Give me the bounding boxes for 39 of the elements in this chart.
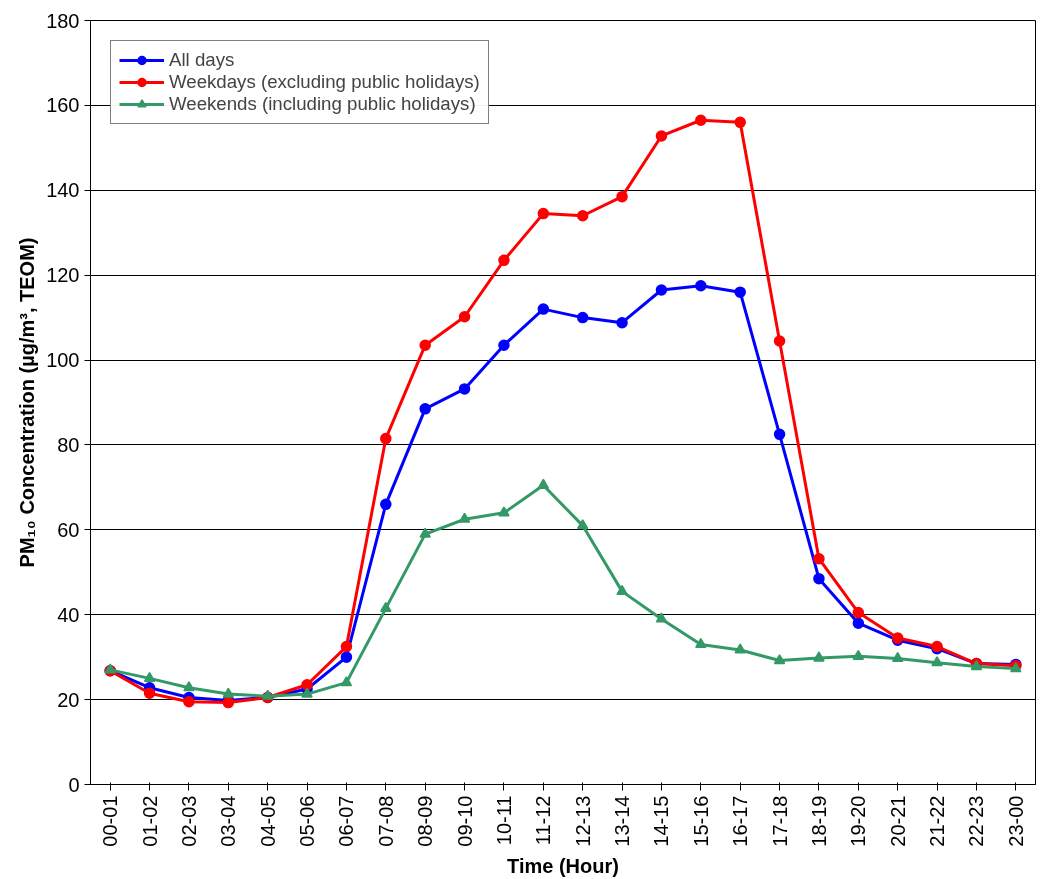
- x-tick-label: 20-21: [886, 795, 909, 847]
- y-tick-label: 20: [57, 688, 80, 711]
- x-tick-label: 08-09: [414, 795, 437, 847]
- legend-label: Weekdays (excluding public holidays): [169, 71, 480, 93]
- y-tick-label: 0: [68, 773, 80, 796]
- x-tick-label: 11-12: [532, 795, 555, 846]
- y-tick-label: 120: [46, 264, 80, 287]
- y-tick-label: 140: [46, 179, 80, 202]
- x-tick-label: 23-00: [1004, 795, 1027, 847]
- x-tick-label: 16-17: [729, 795, 752, 847]
- x-tick-label: 14-15: [650, 795, 673, 847]
- x-tick-label: 17-18: [768, 795, 791, 847]
- x-tick-label: 03-04: [217, 795, 240, 847]
- y-tick-label: 180: [46, 9, 80, 32]
- x-tick-label: 02-03: [177, 795, 200, 847]
- y-tick-label: 100: [46, 349, 80, 372]
- y-tick-label: 160: [46, 94, 80, 117]
- x-tick-label: 21-22: [926, 795, 949, 847]
- x-tick-label: 00-01: [99, 795, 122, 847]
- legend-label: All days: [169, 49, 235, 71]
- x-tick-label: 15-16: [689, 795, 712, 847]
- x-tick-label: 10-11: [492, 795, 515, 846]
- x-tick-label: 12-13: [571, 795, 594, 847]
- x-tick-label: 13-14: [611, 795, 634, 847]
- x-tick-label: 04-05: [256, 795, 279, 847]
- x-tick-label: 01-02: [138, 795, 161, 847]
- x-tick-label: 22-23: [965, 795, 988, 847]
- y-tick-label: 80: [57, 433, 80, 456]
- x-tick-label: 06-07: [335, 795, 358, 847]
- y-axis-title: PM₁₀ Concentration (µg/m³, TEOM): [16, 237, 39, 568]
- x-axis-title: Time (Hour): [507, 854, 619, 877]
- legend-label: Weekends (including public holidays): [169, 93, 476, 115]
- x-tick-label: 07-08: [374, 795, 397, 847]
- x-tick-label: 19-20: [847, 795, 870, 847]
- x-tick-label: 09-10: [453, 795, 476, 847]
- y-tick-label: 40: [57, 603, 80, 626]
- y-tick-label: 60: [57, 518, 80, 541]
- x-tick-label: 18-19: [807, 795, 830, 847]
- x-tick-label: 05-06: [296, 795, 319, 847]
